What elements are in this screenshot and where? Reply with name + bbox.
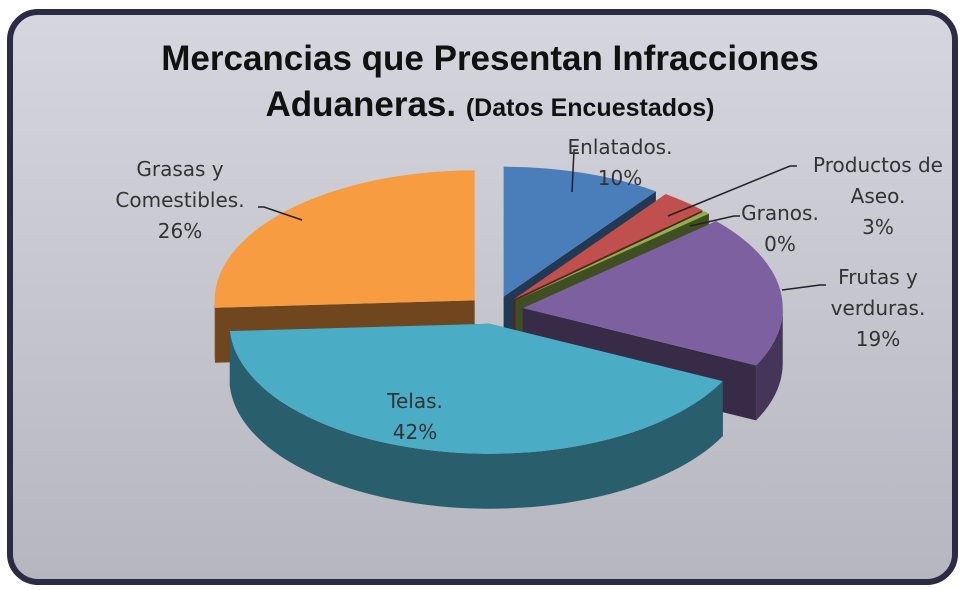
leader-lines xyxy=(258,149,826,291)
leader-line xyxy=(689,215,740,227)
slice-wall xyxy=(756,308,783,421)
leader-line xyxy=(781,284,826,291)
category-label: Grasas y Comestibles. xyxy=(115,157,245,212)
category-label: Telas. xyxy=(387,389,443,413)
data-label: Enlatados. 10% xyxy=(560,132,680,194)
data-label: Frutas y verduras. 19% xyxy=(823,262,933,355)
value-label: 3% xyxy=(862,215,894,239)
data-label: Grasas y Comestibles. 26% xyxy=(105,154,255,247)
slice-top xyxy=(503,166,656,297)
category-label: Frutas y verduras. xyxy=(830,265,926,320)
slice-top xyxy=(214,170,475,308)
value-label: 19% xyxy=(855,327,901,351)
category-label: Productos de Aseo. xyxy=(813,153,943,208)
value-label: 10% xyxy=(597,166,643,190)
slice-top xyxy=(513,194,703,300)
data-label: Productos de Aseo. 3% xyxy=(803,150,953,243)
data-label: Telas. 42% xyxy=(355,386,475,448)
category-label: Granos. xyxy=(741,201,819,225)
chart-title: Mercancias que Presentan Infracciones Ad… xyxy=(161,39,819,124)
chart-subtitle: (Datos Encuestados) xyxy=(465,94,715,122)
value-label: 26% xyxy=(157,219,203,243)
leader-line xyxy=(258,206,303,221)
slice-wall xyxy=(229,331,723,509)
slice-top xyxy=(515,211,709,301)
leader-line xyxy=(571,149,578,193)
pie xyxy=(214,166,783,509)
slice xyxy=(229,323,723,509)
slice-top xyxy=(229,323,723,454)
value-label: 42% xyxy=(392,420,438,444)
leader-line xyxy=(667,165,797,217)
value-label: 0% xyxy=(764,232,796,256)
slice-top xyxy=(522,221,783,366)
data-label: Granos. 0% xyxy=(730,198,830,260)
chart-title-block: Mercancias que Presentan Infracciones Ad… xyxy=(110,36,870,131)
category-label: Enlatados. xyxy=(567,135,673,159)
